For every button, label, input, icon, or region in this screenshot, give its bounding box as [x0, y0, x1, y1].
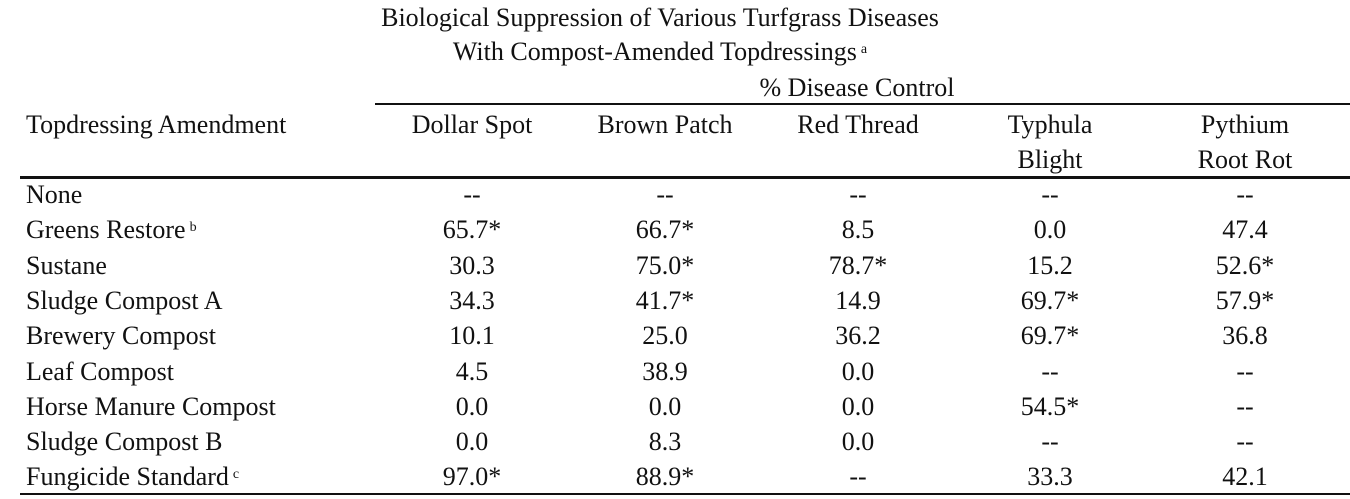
bottom-rule — [20, 493, 1350, 495]
column-header: Brown Patch — [597, 110, 733, 139]
title-text: With Compost-Amended Topdressings — [452, 37, 857, 66]
cell: 15.2 — [1027, 250, 1073, 280]
row-label: Sludge Compost B — [26, 427, 222, 457]
row-name: Sustane — [26, 250, 107, 280]
cell: 66.7* — [635, 215, 695, 245]
title-line: Biological Suppression of Various Turfgr… — [381, 3, 939, 32]
row-name: Sludge Compost B — [26, 427, 223, 457]
cell: 25.0 — [642, 321, 688, 351]
row-label: Fungicide Standard c — [26, 462, 239, 492]
column-header: Blight — [1017, 145, 1083, 174]
cell: 69.7* — [1020, 285, 1080, 315]
footnote-mark: a — [860, 42, 868, 57]
cell: 0.0 — [648, 391, 682, 421]
cell: 88.9* — [635, 462, 695, 492]
row-name: None — [26, 180, 83, 209]
cell: 30.3 — [449, 250, 495, 280]
cell: 14.9 — [835, 285, 881, 315]
column-header: Pythium — [1200, 110, 1290, 139]
cell: 38.9 — [642, 356, 688, 386]
cell: -- — [849, 180, 867, 209]
cell: 47.4 — [1222, 215, 1268, 245]
footnote-mark: b — [189, 220, 197, 236]
row-label: Greens Restore b — [26, 215, 197, 245]
group-rule — [375, 103, 1350, 105]
cell: -- — [1236, 180, 1254, 209]
cell: 4.5 — [455, 356, 489, 386]
group-header: % Disease Control — [759, 73, 955, 102]
cell: 0.0 — [1033, 215, 1067, 245]
cell: 42.1 — [1222, 462, 1268, 492]
cell: 8.3 — [648, 427, 682, 457]
cell: 69.7* — [1020, 321, 1080, 351]
row-label: Brewery Compost — [26, 321, 216, 351]
row-label: Leaf Compost — [26, 357, 174, 387]
row-name: Greens Restore — [26, 215, 186, 245]
row-label: None — [26, 180, 82, 210]
cell: 97.0* — [442, 462, 502, 492]
column-header: Topdressing Amendment — [26, 110, 287, 139]
cell: 36.2 — [835, 321, 881, 351]
cell: -- — [849, 462, 867, 492]
cell: 57.9* — [1215, 285, 1275, 315]
cell: 0.0 — [455, 391, 489, 421]
cell: 54.5* — [1020, 391, 1080, 421]
title-line: With Compost-Amended Topdressings a — [453, 37, 867, 67]
cell: 52.6* — [1215, 250, 1275, 280]
cell: 0.0 — [455, 427, 489, 457]
row-name: Horse Manure Compost — [26, 391, 276, 421]
cell: 10.1 — [449, 321, 495, 351]
cell: 33.3 — [1027, 462, 1073, 492]
cell: -- — [1041, 427, 1059, 457]
column-header: Dollar Spot — [411, 110, 533, 139]
footnote-mark: c — [232, 467, 240, 483]
cell: 41.7* — [635, 285, 695, 315]
cell: 36.8 — [1222, 321, 1268, 351]
cell: -- — [656, 180, 674, 209]
row-name: Brewery Compost — [26, 321, 216, 351]
cell: 0.0 — [841, 391, 875, 421]
row-name: Leaf Compost — [26, 356, 175, 386]
cell: -- — [463, 180, 481, 209]
cell: 75.0* — [635, 250, 695, 280]
cell: 0.0 — [841, 356, 875, 386]
row-label: Horse Manure Compost — [26, 392, 276, 422]
cell: -- — [1041, 180, 1059, 209]
row-name: Sludge Compost A — [26, 285, 223, 315]
row-label: Sludge Compost A — [26, 286, 222, 316]
cell: -- — [1236, 391, 1254, 421]
cell: -- — [1236, 427, 1254, 457]
header-rule — [20, 176, 1350, 179]
cell: 65.7* — [442, 215, 502, 245]
cell: 34.3 — [449, 285, 495, 315]
column-header: Red Thread — [797, 110, 919, 139]
cell: -- — [1236, 356, 1254, 386]
column-header: Root Rot — [1197, 145, 1293, 174]
row-name: Fungicide Standard — [26, 462, 229, 492]
cell: 8.5 — [841, 215, 875, 245]
column-header: Typhula — [1007, 110, 1093, 139]
row-label: Sustane — [26, 251, 107, 281]
cell: 0.0 — [841, 427, 875, 457]
cell: 78.7* — [828, 250, 888, 280]
cell: -- — [1041, 356, 1059, 386]
